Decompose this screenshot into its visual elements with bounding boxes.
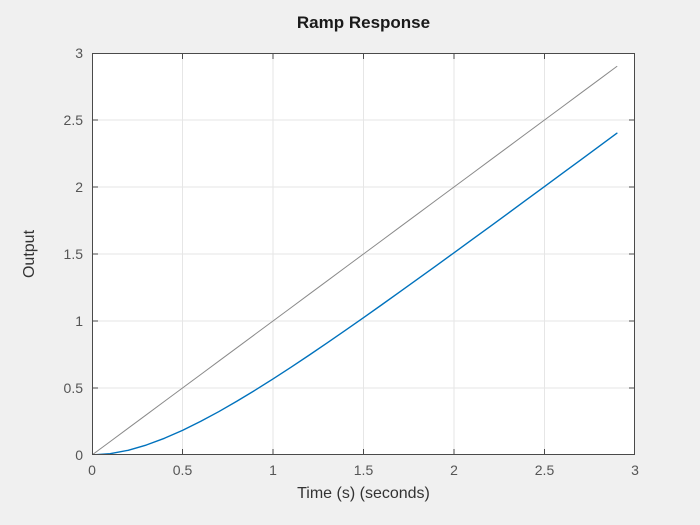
chart-title: Ramp Response — [296, 13, 431, 32]
y-tick-label: 2.5 — [63, 112, 83, 128]
y-axis-label: Output — [21, 229, 38, 279]
x-tick-label: 1 — [269, 462, 277, 478]
y-tick-label: 3 — [75, 45, 83, 61]
series-ramp-input-line — [92, 65, 618, 455]
plot-area — [92, 53, 635, 455]
x-axis-label: Time (s) (seconds) — [297, 485, 430, 502]
x-tick-label: 3 — [631, 462, 639, 478]
y-tick-label: 2 — [75, 179, 83, 195]
x-tick-label: 2 — [450, 462, 458, 478]
x-tick-label: 1.5 — [353, 462, 374, 478]
x-tick-label: 2.5 — [534, 462, 555, 478]
axes-box — [92, 53, 635, 455]
y-tick-label: 1.5 — [63, 246, 83, 262]
series-ramp-response-line — [92, 132, 618, 455]
x-tick-label: 0 — [88, 462, 96, 478]
y-tick-label: 1 — [75, 313, 83, 329]
y-tick-label: 0 — [75, 447, 83, 463]
x-tick-label: 0.5 — [172, 462, 193, 478]
y-tick-label: 0.5 — [63, 380, 83, 396]
